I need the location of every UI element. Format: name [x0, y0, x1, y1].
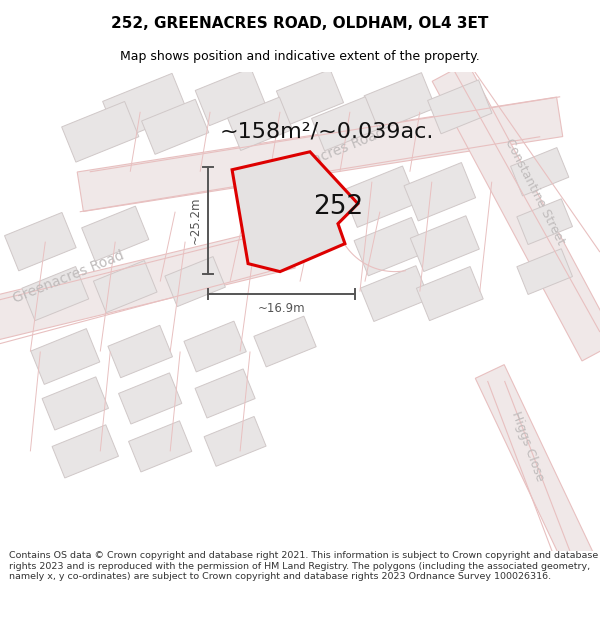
Polygon shape — [31, 329, 100, 384]
Polygon shape — [94, 261, 157, 312]
Text: 252, GREENACRES ROAD, OLDHAM, OL4 3ET: 252, GREENACRES ROAD, OLDHAM, OL4 3ET — [112, 16, 488, 31]
Polygon shape — [103, 73, 188, 140]
Polygon shape — [0, 225, 295, 343]
Text: Higgs Close: Higgs Close — [509, 409, 547, 483]
Polygon shape — [254, 316, 316, 367]
Polygon shape — [5, 213, 76, 271]
Polygon shape — [311, 97, 379, 151]
Polygon shape — [119, 373, 182, 424]
Polygon shape — [227, 97, 293, 151]
Polygon shape — [42, 377, 109, 430]
Polygon shape — [62, 101, 139, 162]
Text: ~25.2m: ~25.2m — [188, 196, 202, 244]
Polygon shape — [108, 325, 172, 378]
Polygon shape — [277, 69, 344, 124]
Polygon shape — [428, 80, 492, 134]
Polygon shape — [354, 217, 425, 276]
Polygon shape — [195, 369, 255, 418]
Polygon shape — [517, 249, 572, 294]
Text: Constantine Street: Constantine Street — [502, 136, 567, 247]
Polygon shape — [343, 166, 418, 228]
Polygon shape — [432, 62, 600, 361]
Polygon shape — [195, 68, 265, 126]
Polygon shape — [410, 216, 479, 271]
Polygon shape — [416, 266, 483, 321]
Polygon shape — [165, 257, 226, 307]
Text: ~16.9m: ~16.9m — [258, 302, 305, 315]
Polygon shape — [232, 152, 358, 272]
Polygon shape — [184, 321, 246, 372]
Polygon shape — [82, 206, 149, 261]
Polygon shape — [204, 416, 266, 466]
Text: Contains OS data © Crown copyright and database right 2021. This information is : Contains OS data © Crown copyright and d… — [9, 551, 598, 581]
Polygon shape — [511, 148, 569, 196]
Polygon shape — [475, 364, 594, 568]
Polygon shape — [142, 99, 209, 154]
Polygon shape — [128, 421, 192, 472]
Polygon shape — [22, 266, 89, 321]
Polygon shape — [52, 425, 118, 478]
Polygon shape — [77, 97, 563, 211]
Polygon shape — [364, 72, 436, 131]
Text: Greenacres Road: Greenacres Road — [11, 248, 126, 306]
Text: 252: 252 — [313, 194, 363, 220]
Polygon shape — [517, 199, 572, 244]
Polygon shape — [404, 162, 476, 221]
Text: ~158m²/~0.039ac.: ~158m²/~0.039ac. — [220, 122, 434, 142]
Text: Map shows position and indicative extent of the property.: Map shows position and indicative extent… — [120, 49, 480, 62]
Text: Greenacres Road: Greenacres Road — [272, 125, 388, 182]
Polygon shape — [361, 266, 430, 321]
